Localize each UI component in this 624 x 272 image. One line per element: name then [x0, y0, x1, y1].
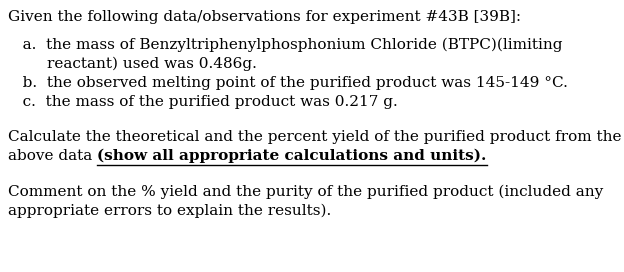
Text: b.  the observed melting point of the purified product was 145-149 °C.: b. the observed melting point of the pur… [8, 76, 568, 90]
Text: Given the following data/observations for experiment #43B [39B]:: Given the following data/observations fo… [8, 10, 521, 24]
Text: Comment on the % yield and the purity of the purified product (included any: Comment on the % yield and the purity of… [8, 185, 603, 199]
Text: above data: above data [8, 149, 97, 163]
Text: c.  the mass of the purified product was 0.217 g.: c. the mass of the purified product was … [8, 95, 397, 109]
Text: a.  the mass of Benzyltriphenylphosphonium Chloride (BTPC)(limiting: a. the mass of Benzyltriphenylphosphoniu… [8, 38, 562, 52]
Text: reactant) used was 0.486g.: reactant) used was 0.486g. [8, 57, 257, 71]
Text: Calculate the theoretical and the percent yield of the purified product from the: Calculate the theoretical and the percen… [8, 130, 622, 144]
Text: appropriate errors to explain the results).: appropriate errors to explain the result… [8, 204, 331, 218]
Text: (show all appropriate calculations and units).: (show all appropriate calculations and u… [97, 149, 487, 163]
